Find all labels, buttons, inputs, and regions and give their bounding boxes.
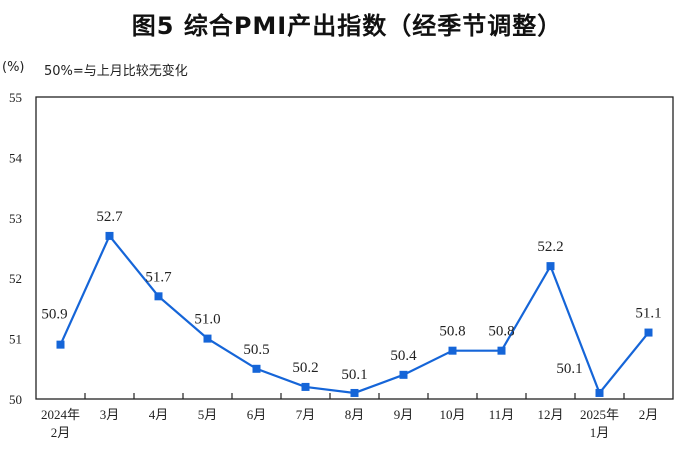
y-axis-unit: (%) (2, 60, 25, 75)
data-label: 51.7 (145, 269, 172, 285)
data-label: 50.1 (341, 367, 367, 383)
chart-title: 图5 综合PMI产出指数（经季节调整） (131, 12, 563, 40)
x-tick-label: 2025年 (580, 407, 619, 422)
plot-frame (35, 96, 674, 400)
data-label: 50.2 (292, 360, 318, 376)
data-label: 51.0 (194, 312, 220, 328)
data-label: 52.2 (537, 239, 563, 255)
data-point (497, 346, 506, 355)
x-tick-label: 9月 (394, 407, 414, 422)
data-point (595, 388, 604, 397)
x-tick-label: 4月 (149, 407, 169, 422)
data-point (154, 292, 163, 301)
x-tick-label: 12月 (537, 407, 563, 422)
data-point (203, 334, 212, 343)
data-point (399, 370, 408, 379)
data-point (644, 328, 653, 337)
x-tick-label: 11月 (489, 407, 515, 422)
y-tick-label: 54 (9, 150, 23, 165)
data-label: 50.8 (439, 324, 465, 340)
x-tick-label: 3月 (100, 407, 120, 422)
x-tick-label: 10月 (439, 407, 465, 422)
data-label: 51.1 (635, 306, 661, 322)
data-label: 50.1 (556, 361, 582, 377)
data-point (350, 388, 359, 397)
data-label: 50.9 (41, 307, 67, 323)
data-label: 50.8 (488, 324, 514, 340)
data-label: 52.7 (96, 209, 123, 225)
data-point (105, 231, 114, 240)
x-tick-label: 2024年 (41, 407, 80, 422)
data-point (252, 364, 261, 373)
data-label: 50.4 (390, 348, 417, 364)
x-tick-label: 1月 (590, 425, 610, 440)
chart-annotation: 50%=与上月比较无变化 (44, 64, 188, 79)
x-tick-label: 7月 (296, 407, 316, 422)
data-point (546, 262, 555, 271)
y-tick-label: 52 (9, 271, 22, 286)
y-tick-label: 51 (9, 332, 22, 347)
y-tick-label: 50 (9, 392, 22, 407)
data-label: 50.5 (243, 342, 269, 358)
data-point (56, 340, 65, 349)
x-tick-label: 2月 (639, 407, 659, 422)
x-tick-label: 2月 (51, 425, 71, 440)
data-point (301, 382, 310, 391)
x-tick-label: 8月 (345, 407, 365, 422)
y-tick-label: 53 (9, 211, 22, 226)
data-point (448, 346, 457, 355)
y-tick-label: 55 (9, 90, 22, 105)
x-tick-label: 6月 (247, 407, 267, 422)
x-tick-label: 5月 (198, 407, 218, 422)
